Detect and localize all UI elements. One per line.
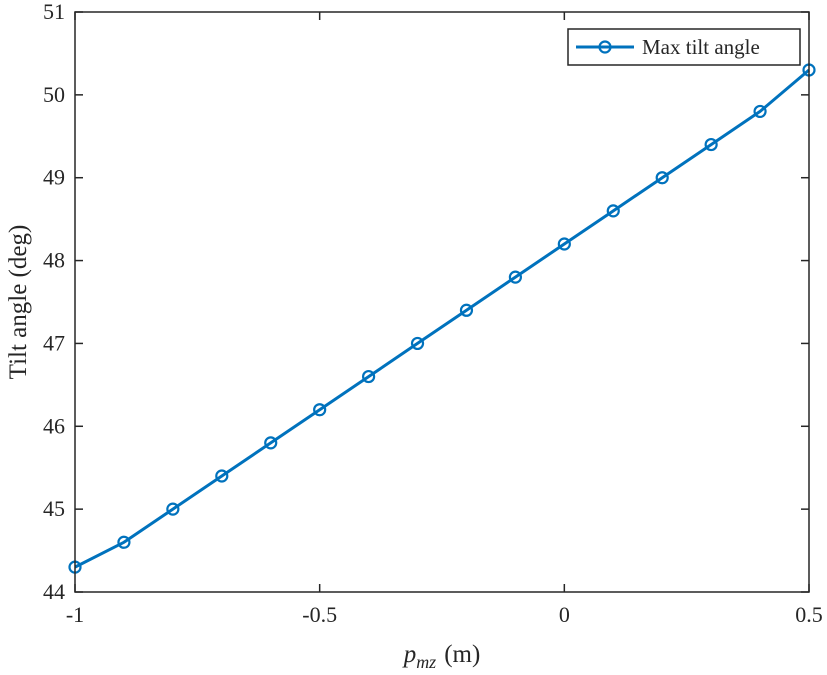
data-point <box>362 369 376 384</box>
y-tick-label: 44 <box>43 579 65 604</box>
data-point <box>606 204 620 218</box>
y-tick-label: 49 <box>43 165 65 190</box>
x-tick-label: -1 <box>66 602 84 627</box>
data-point <box>264 436 278 450</box>
x-axis-label-symbol: p <box>402 641 417 668</box>
x-axis-label-subscript: mz <box>416 652 436 670</box>
data-point <box>215 469 229 483</box>
x-axis-label: pmz (m) <box>402 641 481 670</box>
data-point <box>313 403 327 417</box>
x-tick-label: -0.5 <box>302 602 337 627</box>
data-point <box>508 270 523 284</box>
data-point <box>410 336 425 351</box>
x-tick-label: 0 <box>559 602 570 627</box>
y-tick-label: 48 <box>43 248 65 273</box>
data-point <box>459 303 474 317</box>
data-point <box>166 502 180 516</box>
y-tick-label: 51 <box>43 0 65 24</box>
y-tick-label: 47 <box>43 330 65 355</box>
legend-box <box>567 28 801 66</box>
y-tick-label: 50 <box>43 82 65 107</box>
legend-entry-label: Max tilt angle <box>642 35 760 59</box>
legend: Max tilt angle <box>567 28 801 66</box>
y-axis-label: Tilt angle (deg) <box>5 225 32 380</box>
data-point <box>557 237 571 251</box>
data-point <box>655 171 669 185</box>
x-axis-label-unit: (m) <box>444 641 480 668</box>
x-tick-labels: -1 -0.5 0 0.5 <box>66 602 823 627</box>
y-tick-label: 45 <box>43 496 65 521</box>
series-line <box>74 68 810 569</box>
y-tick-label: 46 <box>43 413 65 438</box>
series-layer <box>68 63 816 574</box>
x-tick-label: 0.5 <box>795 602 823 627</box>
data-point <box>704 137 718 152</box>
data-point <box>753 104 767 119</box>
legend-marker <box>598 40 612 54</box>
data-point <box>117 535 131 549</box>
plot-frame <box>74 11 810 593</box>
y-tick-labels: 44 45 46 47 48 49 50 51 <box>43 0 65 604</box>
